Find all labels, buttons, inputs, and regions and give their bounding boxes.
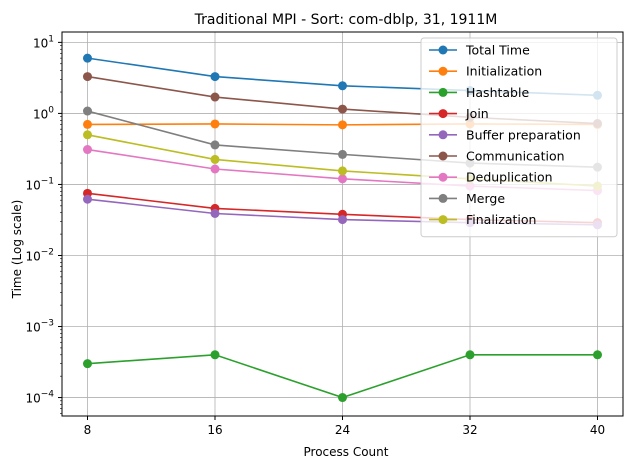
data-point-hashtable bbox=[465, 350, 475, 360]
legend-box bbox=[420, 37, 618, 238]
legend-label: Hashtable bbox=[466, 85, 529, 100]
x-tick-label: 24 bbox=[335, 423, 350, 437]
data-point-communication bbox=[210, 92, 220, 102]
data-point-deduplication bbox=[83, 145, 92, 155]
y-tick-label: 101 bbox=[33, 34, 54, 50]
legend-item-initialization: Initialization bbox=[429, 64, 542, 79]
x-tick-label: 40 bbox=[590, 423, 605, 437]
x-tick-label: 8 bbox=[84, 423, 92, 437]
y-tick-label: 10−4 bbox=[25, 390, 54, 406]
data-point-merge bbox=[210, 140, 220, 150]
legend-marker bbox=[438, 215, 448, 225]
legend-item-total-time: Total Time bbox=[429, 43, 530, 58]
data-point-finalization bbox=[210, 154, 220, 164]
legend-item-buffer-preparation: Buffer preparation bbox=[429, 127, 581, 142]
data-point-hashtable bbox=[83, 359, 92, 369]
legend-item-finalization: Finalization bbox=[429, 212, 536, 227]
data-point-buffer-preparation bbox=[83, 194, 92, 204]
legend-item-deduplication: Deduplication bbox=[429, 170, 553, 185]
legend-marker bbox=[438, 109, 448, 119]
y-tick-label: 100 bbox=[33, 105, 54, 121]
legend-item-communication: Communication bbox=[429, 149, 565, 164]
data-point-initialization bbox=[338, 120, 347, 130]
legend-marker bbox=[438, 193, 448, 203]
data-point-communication bbox=[83, 72, 92, 82]
data-point-merge bbox=[83, 106, 92, 116]
data-point-merge bbox=[338, 149, 347, 159]
legend-label: Finalization bbox=[466, 212, 536, 227]
data-point-deduplication bbox=[210, 164, 220, 174]
data-point-finalization bbox=[83, 130, 92, 140]
y-tick-label: 10−1 bbox=[25, 176, 54, 192]
legend-item-hashtable: Hashtable bbox=[429, 85, 529, 100]
legend-label: Merge bbox=[466, 191, 505, 206]
legend-marker bbox=[438, 130, 448, 140]
plot-area-frame bbox=[61, 31, 624, 417]
legend-marker bbox=[438, 66, 448, 76]
axis-ticks: 8 16 24 32 40 10−4 10−3 10−2 10−1 100 101 bbox=[25, 34, 605, 437]
legend-marker bbox=[438, 45, 448, 55]
y-tick-label: 10−2 bbox=[25, 247, 54, 263]
data-point-hashtable bbox=[210, 350, 220, 360]
legend-label: Initialization bbox=[466, 64, 542, 79]
data-point-hashtable bbox=[338, 393, 347, 403]
x-tick-label: 16 bbox=[207, 423, 222, 437]
legend-label: Communication bbox=[466, 149, 565, 164]
legend-item-join: Join bbox=[429, 106, 489, 121]
data-point-communication bbox=[338, 104, 347, 114]
legend-label: Deduplication bbox=[466, 170, 553, 185]
legend-marker bbox=[438, 87, 448, 97]
y-tick-label: 10−3 bbox=[25, 319, 54, 335]
x-axis-label: Process Count bbox=[304, 445, 389, 459]
legend-label: Total Time bbox=[465, 43, 530, 58]
legend-marker bbox=[438, 151, 448, 161]
legend-label: Buffer preparation bbox=[466, 127, 581, 142]
data-point-hashtable bbox=[593, 350, 602, 360]
data-point-total-time bbox=[338, 81, 347, 91]
data-point-deduplication bbox=[338, 174, 347, 184]
data-point-buffer-preparation bbox=[210, 208, 220, 218]
data-point-total-time bbox=[210, 72, 220, 82]
chart-title: Traditional MPI - Sort: com-dblp, 31, 19… bbox=[194, 12, 498, 28]
series-hashtable bbox=[83, 350, 602, 403]
legend-marker bbox=[438, 172, 448, 182]
legend-item-merge: Merge bbox=[429, 191, 505, 206]
data-point-total-time bbox=[83, 53, 92, 63]
legend-label: Join bbox=[465, 106, 489, 121]
y-axis-label: Time (Log scale) bbox=[10, 200, 24, 300]
legend: Total Time Initialization Hashtable Join Buf… bbox=[420, 37, 618, 238]
data-point-buffer-preparation bbox=[338, 215, 347, 225]
x-tick-label: 32 bbox=[462, 423, 477, 437]
data-point-finalization bbox=[338, 166, 347, 176]
data-point-initialization bbox=[83, 119, 92, 129]
data-point-initialization bbox=[210, 119, 220, 129]
